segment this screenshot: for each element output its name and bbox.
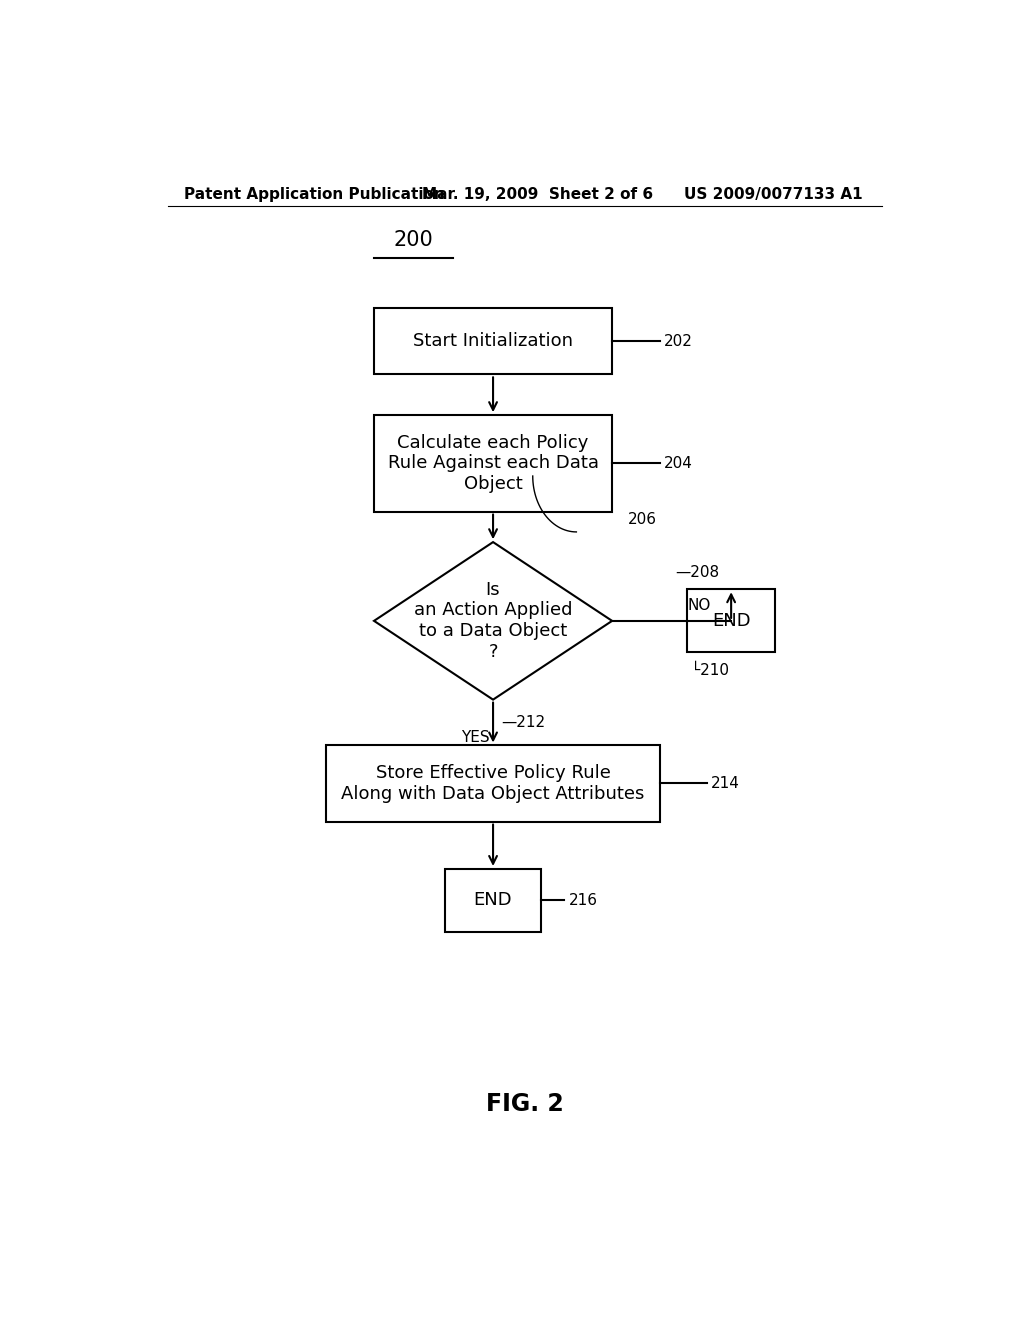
Text: YES: YES <box>462 730 489 744</box>
Text: Is
an Action Applied
to a Data Object
?: Is an Action Applied to a Data Object ? <box>414 581 572 661</box>
Text: 214: 214 <box>712 776 740 791</box>
Text: Patent Application Publication: Patent Application Publication <box>183 187 444 202</box>
FancyBboxPatch shape <box>374 309 612 375</box>
Text: END: END <box>474 891 512 909</box>
Text: Start Initialization: Start Initialization <box>413 333 573 350</box>
Text: END: END <box>712 612 751 630</box>
Text: 206: 206 <box>628 512 657 527</box>
Text: NO: NO <box>687 598 711 612</box>
Polygon shape <box>374 543 612 700</box>
Text: US 2009/0077133 A1: US 2009/0077133 A1 <box>684 187 862 202</box>
FancyBboxPatch shape <box>327 746 659 821</box>
Text: 200: 200 <box>394 230 433 249</box>
Text: └210: └210 <box>691 663 729 677</box>
FancyBboxPatch shape <box>687 589 775 652</box>
Text: Calculate each Policy
Rule Against each Data
Object: Calculate each Policy Rule Against each … <box>387 433 599 494</box>
Text: Store Effective Policy Rule
Along with Data Object Attributes: Store Effective Policy Rule Along with D… <box>341 764 645 803</box>
Text: FIG. 2: FIG. 2 <box>486 1092 563 1115</box>
Text: —212: —212 <box>501 715 545 730</box>
Text: —208: —208 <box>676 565 720 581</box>
Text: 202: 202 <box>664 334 692 348</box>
FancyBboxPatch shape <box>374 414 612 512</box>
FancyBboxPatch shape <box>445 869 541 932</box>
Text: 204: 204 <box>664 455 692 471</box>
Text: 216: 216 <box>568 892 597 908</box>
Text: Mar. 19, 2009  Sheet 2 of 6: Mar. 19, 2009 Sheet 2 of 6 <box>422 187 652 202</box>
